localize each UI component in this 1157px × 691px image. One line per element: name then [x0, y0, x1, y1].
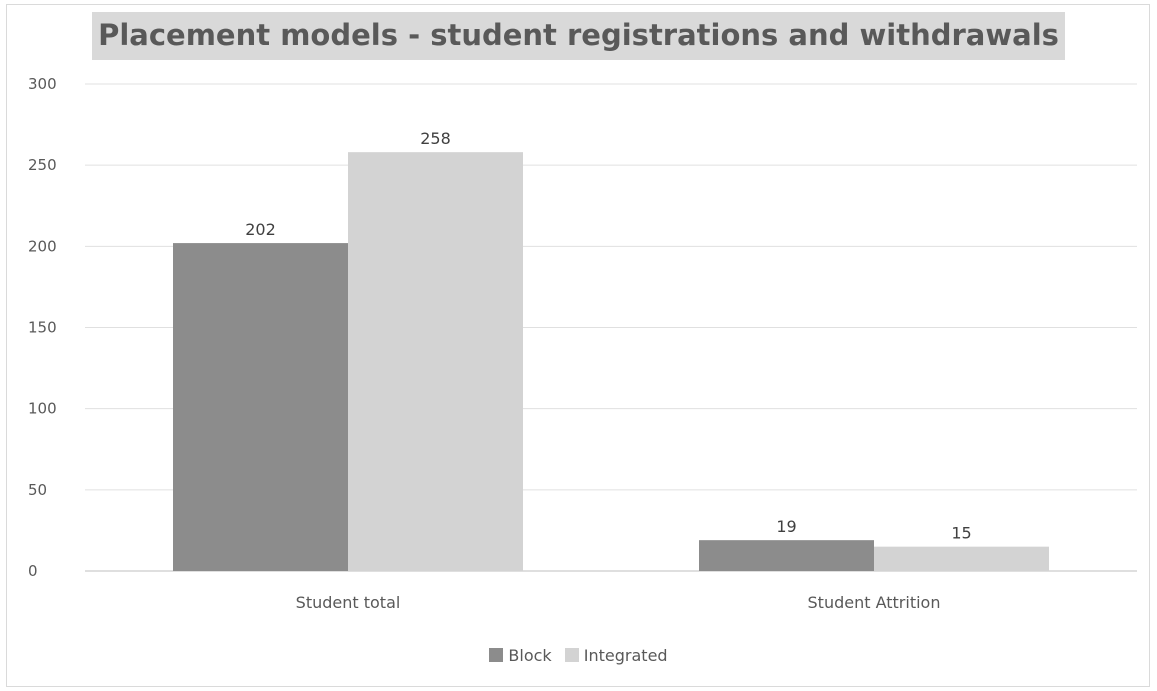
- bar-integrated-student-total: [348, 152, 523, 571]
- y-tick-label-100: 100: [28, 400, 57, 418]
- x-category-label-student-total: Student total: [296, 593, 401, 612]
- y-tick-label-300: 300: [28, 75, 57, 93]
- legend-item-block: Block: [489, 646, 552, 665]
- chart-title-wrap: Placement models - student registrations…: [0, 12, 1157, 60]
- data-label-integrated-student-attrition: 15: [951, 524, 971, 543]
- bar-block-student-attrition: [699, 540, 874, 571]
- y-tick-label-50: 50: [28, 481, 47, 499]
- legend: Block Integrated: [0, 645, 1157, 665]
- legend-item-integrated: Integrated: [564, 646, 668, 665]
- data-label-block-student-attrition: 19: [776, 517, 796, 536]
- chart-title: Placement models - student registrations…: [92, 12, 1065, 60]
- y-tick-label-200: 200: [28, 237, 57, 255]
- bar-integrated-student-attrition: [874, 546, 1049, 571]
- x-category-label-student-attrition: Student Attrition: [808, 593, 941, 612]
- legend-swatch-integrated: [564, 648, 579, 662]
- legend-label-integrated: Integrated: [583, 646, 668, 665]
- legend-label-block: Block: [508, 646, 552, 665]
- y-tick-label-150: 150: [28, 319, 57, 337]
- bar-block-student-total: [173, 243, 348, 571]
- y-tick-label-0: 0: [28, 562, 38, 580]
- data-label-integrated-student-total: 258: [420, 129, 451, 148]
- data-label-block-student-total: 202: [245, 220, 276, 239]
- legend-swatch-block: [489, 648, 504, 662]
- y-tick-label-250: 250: [28, 156, 57, 174]
